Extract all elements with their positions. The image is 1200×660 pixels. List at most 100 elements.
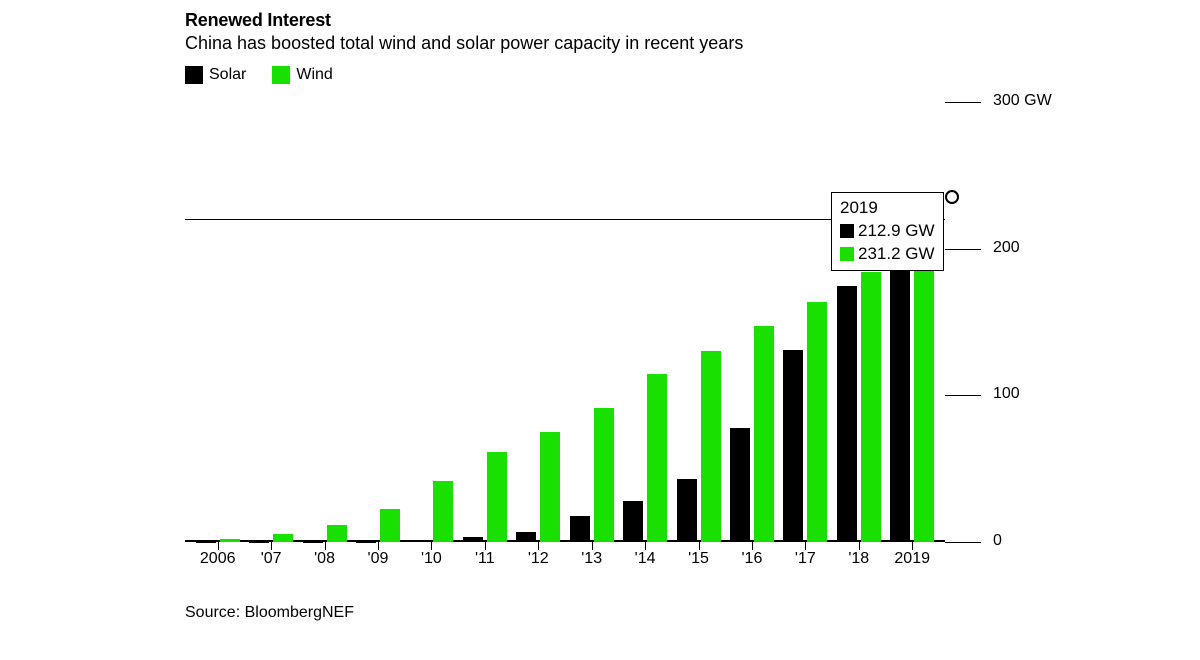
bar-solar[interactable] xyxy=(516,532,536,542)
tooltip: 2019 212.9 GW 231.2 GW xyxy=(831,192,944,271)
bar-wind[interactable] xyxy=(433,481,453,542)
legend-swatch-wind xyxy=(272,66,290,84)
bar-solar[interactable] xyxy=(783,350,803,542)
bar-group xyxy=(832,272,885,542)
x-axis-label: '17 xyxy=(779,550,832,568)
chart-area: 0100200300 GW 2006'07'08'09'10'11'12'13'… xyxy=(185,102,1055,568)
bar-group xyxy=(672,351,725,542)
x-tick-mark xyxy=(218,542,219,550)
bar-wind[interactable] xyxy=(487,452,507,542)
chart-title: Renewed Interest xyxy=(185,10,1055,31)
bar-group xyxy=(725,326,778,542)
y-tick xyxy=(945,249,981,250)
bar-wind[interactable] xyxy=(327,525,347,542)
x-axis-label: '16 xyxy=(725,550,778,568)
bar-solar[interactable] xyxy=(623,501,643,542)
x-tick: '15 xyxy=(672,550,725,568)
x-tick-mark xyxy=(592,542,593,550)
x-tick: '07 xyxy=(244,550,297,568)
plot-area: 0100200300 GW xyxy=(185,102,945,542)
x-axis-label: '08 xyxy=(298,550,351,568)
tooltip-row-solar: 212.9 GW xyxy=(840,220,935,243)
x-tick: '13 xyxy=(565,550,618,568)
x-tick: '08 xyxy=(298,550,351,568)
y-tick xyxy=(945,395,981,396)
tooltip-row-wind: 231.2 GW xyxy=(840,243,935,266)
x-axis-label: '15 xyxy=(672,550,725,568)
x-axis-label: '09 xyxy=(351,550,404,568)
tooltip-swatch-wind xyxy=(840,247,854,261)
x-axis-label: 2019 xyxy=(885,550,938,568)
x-axis-label: 2006 xyxy=(191,550,244,568)
y-axis-label: 300 GW xyxy=(993,92,1052,110)
bar-wind[interactable] xyxy=(647,374,667,542)
x-tick: '18 xyxy=(832,550,885,568)
bar-solar[interactable] xyxy=(730,428,750,542)
x-tick: 2019 xyxy=(885,550,938,568)
tooltip-swatch-solar xyxy=(840,224,854,238)
legend-label-wind: Wind xyxy=(296,66,332,84)
x-axis-label: '10 xyxy=(405,550,458,568)
bar-group xyxy=(351,509,404,542)
bar-wind[interactable] xyxy=(754,326,774,542)
source-text: Source: BloombergNEF xyxy=(185,604,1055,622)
bar-solar[interactable] xyxy=(890,230,910,542)
bar-group xyxy=(512,432,565,542)
tooltip-value-solar: 212.9 GW xyxy=(858,220,935,243)
bar-group xyxy=(298,525,351,542)
y-axis-label: 200 xyxy=(993,239,1020,257)
x-tick-mark xyxy=(912,542,913,550)
bar-solar[interactable] xyxy=(570,516,590,542)
x-tick: '17 xyxy=(779,550,832,568)
x-tick-mark xyxy=(538,542,539,550)
cursor-ring-icon xyxy=(945,190,959,204)
x-tick: 2006 xyxy=(191,550,244,568)
x-axis-label: '18 xyxy=(832,550,885,568)
legend: Solar Wind xyxy=(185,66,1055,84)
bar-group xyxy=(244,534,297,542)
x-axis-label: '07 xyxy=(244,550,297,568)
bar-wind[interactable] xyxy=(861,272,881,542)
x-tick-mark xyxy=(859,542,860,550)
legend-item-wind: Wind xyxy=(272,66,332,84)
x-tick-mark xyxy=(485,542,486,550)
bar-solar[interactable] xyxy=(463,537,483,542)
x-tick-mark xyxy=(699,542,700,550)
y-axis-label: 100 xyxy=(993,385,1020,403)
bar-wind[interactable] xyxy=(701,351,721,542)
bar-wind[interactable] xyxy=(220,539,240,542)
y-axis-label: 0 xyxy=(993,532,1002,550)
x-tick: '11 xyxy=(458,550,511,568)
bar-wind[interactable] xyxy=(540,432,560,542)
y-tick xyxy=(945,102,981,103)
bar-group xyxy=(618,374,671,542)
x-tick-mark xyxy=(752,542,753,550)
bar-group xyxy=(565,408,618,542)
bar-wind[interactable] xyxy=(807,302,827,542)
bar-group xyxy=(458,452,511,542)
bar-solar[interactable] xyxy=(837,286,857,542)
legend-label-solar: Solar xyxy=(209,66,246,84)
bar-wind[interactable] xyxy=(380,509,400,542)
legend-swatch-solar xyxy=(185,66,203,84)
bar-wind[interactable] xyxy=(273,534,293,542)
bar-wind[interactable] xyxy=(594,408,614,542)
bar-group xyxy=(405,481,458,542)
x-tick-mark xyxy=(325,542,326,550)
legend-item-solar: Solar xyxy=(185,66,246,84)
x-tick: '14 xyxy=(618,550,671,568)
x-tick-mark xyxy=(645,542,646,550)
bar-solar[interactable] xyxy=(677,479,697,542)
x-axis-label: '12 xyxy=(512,550,565,568)
bar-solar[interactable] xyxy=(409,541,429,542)
x-tick: '10 xyxy=(405,550,458,568)
tooltip-year: 2019 xyxy=(840,197,935,220)
bar-group xyxy=(779,302,832,542)
x-axis: 2006'07'08'09'10'11'12'13'14'15'16'17'18… xyxy=(185,550,945,568)
x-tick-mark xyxy=(378,542,379,550)
tooltip-value-wind: 231.2 GW xyxy=(858,243,935,266)
x-tick-mark xyxy=(805,542,806,550)
x-axis-label: '13 xyxy=(565,550,618,568)
x-tick: '09 xyxy=(351,550,404,568)
x-tick: '12 xyxy=(512,550,565,568)
